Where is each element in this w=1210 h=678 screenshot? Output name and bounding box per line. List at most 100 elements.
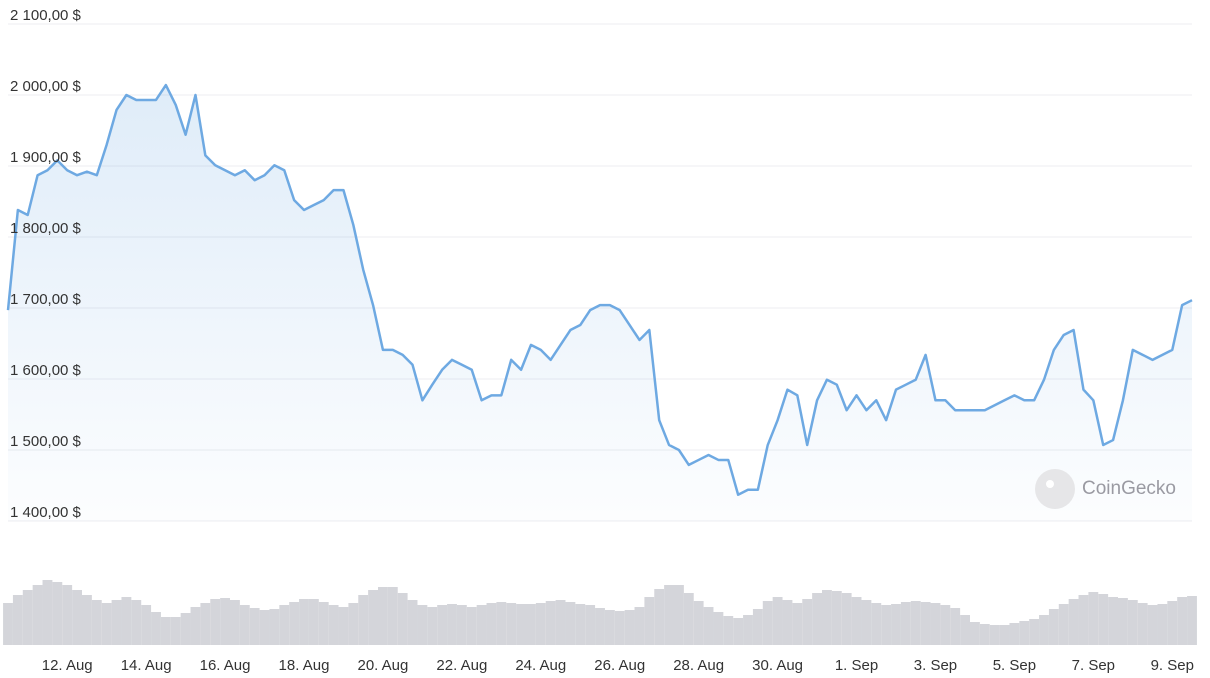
volume-bar: [526, 604, 536, 645]
volume-bar: [299, 599, 309, 645]
y-tick-label: 1 800,00 $: [10, 220, 82, 237]
x-tick-label: 22. Aug: [436, 657, 487, 674]
volume-bar: [437, 605, 448, 645]
volume-bar: [989, 625, 1000, 645]
volume-bar: [407, 600, 418, 645]
volume-bar: [891, 604, 901, 645]
x-tick-label: 16. Aug: [200, 657, 251, 674]
volume-bar: [634, 607, 645, 645]
volume-bar: [812, 593, 822, 645]
x-tick-label: 7. Sep: [1072, 657, 1115, 674]
volume-bar: [733, 618, 744, 645]
volume-bar: [131, 600, 142, 645]
volume-bar: [506, 603, 517, 645]
volume-bar: [654, 589, 665, 645]
volume-bar: [368, 590, 378, 645]
volume-bar: [378, 587, 388, 645]
volume-bar: [397, 593, 408, 645]
volume-bar: [170, 617, 181, 645]
volume-bar: [101, 603, 112, 645]
volume-bar: [1058, 604, 1069, 645]
volume-bar: [743, 615, 753, 645]
volume-bar: [802, 599, 813, 645]
volume-bar: [585, 605, 596, 645]
volume-bar: [447, 604, 457, 645]
volume-bar: [1118, 598, 1128, 645]
volume-bar: [1048, 609, 1059, 645]
volume-bar: [52, 582, 63, 645]
volume-bar: [417, 605, 428, 645]
y-tick-label: 1 500,00 $: [10, 433, 82, 450]
volume-bar: [762, 601, 773, 645]
x-tick-label: 3. Sep: [914, 657, 957, 674]
volume-bar: [427, 607, 438, 645]
y-tick-label: 2 000,00 $: [10, 78, 82, 95]
x-tick-label: 24. Aug: [515, 657, 566, 674]
watermark-logo-eye: [1046, 480, 1054, 488]
volume-bar: [269, 609, 280, 645]
volume-bar: [1029, 619, 1040, 645]
x-tick-label: 30. Aug: [752, 657, 803, 674]
volume-bar: [1177, 597, 1188, 645]
volume-bar: [752, 609, 763, 645]
volume-bar: [881, 605, 892, 645]
x-tick-label: 18. Aug: [279, 657, 330, 674]
volume-bar: [723, 616, 734, 645]
volume-bar: [851, 597, 862, 645]
volume-bar: [841, 593, 852, 645]
price-area: [8, 85, 1192, 521]
volume-bar: [595, 608, 605, 645]
volume-bar: [1137, 603, 1148, 645]
price-line: [6, 83, 1193, 496]
volume-bar: [970, 622, 980, 645]
volume-bar: [200, 603, 211, 645]
volume-bar: [674, 585, 684, 645]
volume-bar: [772, 597, 783, 645]
volume-bar: [1167, 601, 1178, 645]
volume-bar: [249, 608, 260, 645]
volume-bar: [1078, 595, 1089, 645]
labels: 1 400,00 $ 1 500,00 $ 1 600,00 $ 1 700,00 $…: [10, 7, 1194, 674]
volume-bar: [624, 610, 635, 645]
volume-bar: [999, 625, 1010, 645]
volume-bar: [3, 603, 13, 645]
volume-bar: [871, 603, 882, 645]
volume-bar: [279, 605, 290, 645]
volume-bar: [516, 604, 526, 645]
x-tick-label: 12. Aug: [42, 657, 93, 674]
volume-bar: [220, 598, 230, 645]
y-tick-label: 2 100,00 $: [10, 7, 82, 24]
volume-bar: [259, 610, 270, 645]
volume-bar: [664, 585, 674, 645]
volume-bar: [644, 597, 655, 645]
volume-bar: [900, 602, 911, 645]
volume-bar: [1009, 623, 1020, 645]
volume-bar: [151, 612, 161, 645]
volume-bar: [910, 601, 921, 645]
price-line: [6, 83, 1193, 521]
volume-bar: [318, 602, 329, 645]
volume-bar: [328, 605, 339, 645]
x-tick-label: 20. Aug: [357, 657, 408, 674]
volume-bar: [496, 602, 507, 645]
volume-bar: [62, 585, 73, 645]
volume-bar: [693, 601, 704, 645]
volume-bar: [466, 607, 477, 645]
volume-bar: [1108, 597, 1118, 645]
volume-bar: [575, 604, 586, 645]
volume-bar: [565, 602, 576, 645]
volume-bar: [940, 605, 951, 645]
volume-bars: [3, 580, 1197, 645]
volume-bar: [91, 600, 102, 645]
volume-bar: [1088, 592, 1099, 645]
volume-bar: [960, 615, 970, 645]
volume-bar: [486, 603, 497, 645]
volume-bar: [32, 585, 43, 645]
volume-bar: [190, 607, 201, 645]
volume-bar: [713, 612, 724, 645]
volume-bar: [950, 608, 961, 645]
y-tick-label: 1 600,00 $: [10, 362, 82, 379]
x-tick-label: 9. Sep: [1151, 657, 1194, 674]
volume-bar: [555, 600, 566, 645]
volume-bar: [782, 600, 793, 645]
